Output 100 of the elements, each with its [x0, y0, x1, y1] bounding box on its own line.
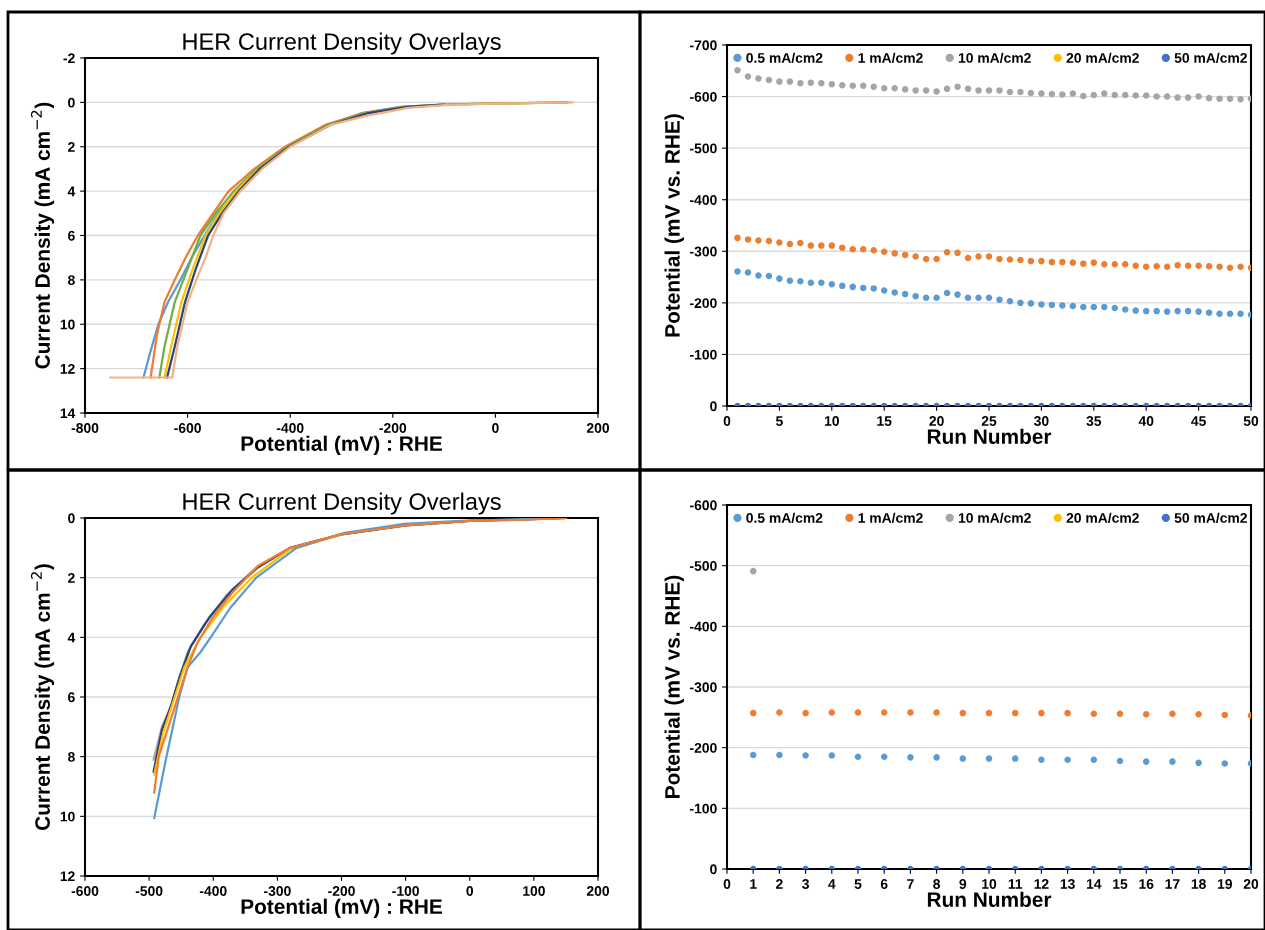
- legend-label: 1 mA/cm2: [858, 512, 923, 523]
- y-tick-label: 2: [68, 573, 75, 583]
- point: [749, 709, 757, 717]
- point: [964, 294, 972, 301]
- point: [859, 284, 867, 292]
- point: [849, 245, 857, 253]
- y-tick-label: -200: [690, 743, 717, 753]
- point: [1059, 91, 1066, 98]
- point: [859, 245, 867, 253]
- x-tick-label: 40: [1138, 416, 1154, 426]
- point: [891, 250, 898, 257]
- point: [1174, 261, 1181, 269]
- point: [1205, 309, 1213, 316]
- point: [907, 754, 914, 761]
- point: [1163, 93, 1171, 100]
- point: [1142, 711, 1150, 718]
- point: [828, 281, 836, 288]
- point: [776, 751, 783, 759]
- point: [943, 85, 951, 93]
- point: [854, 709, 862, 716]
- x-tick-label: 11: [1008, 879, 1023, 889]
- x-tick-label: 6: [880, 879, 888, 889]
- chart-title: HER Current Density Overlays: [183, 492, 501, 515]
- point: [1027, 257, 1035, 265]
- point: [954, 249, 961, 257]
- y-tick-label: 8: [67, 752, 75, 762]
- point: [1153, 307, 1160, 315]
- point: [996, 87, 1003, 94]
- x-tick-label: 5: [854, 879, 862, 889]
- point: [786, 277, 794, 284]
- y-tick-label: 0: [68, 513, 75, 524]
- point: [1221, 760, 1229, 767]
- x-tick-label: 12: [1034, 879, 1049, 889]
- y-tick-label: 14: [60, 408, 76, 419]
- x-tick-label: 0: [723, 416, 731, 426]
- y-tick-label: -100: [690, 349, 717, 360]
- point: [776, 275, 783, 282]
- legend-label: 50 mA/cm2: [1174, 512, 1247, 523]
- y-tick-label: 0: [710, 401, 717, 412]
- x-tick-label: -600: [174, 423, 201, 433]
- point: [1195, 93, 1202, 100]
- point: [959, 755, 967, 762]
- y-axis-title: Potential (mV vs. RHE): [664, 114, 684, 337]
- legend-label: 0.5 mA/cm2: [746, 52, 823, 63]
- point: [901, 86, 909, 93]
- point: [1116, 757, 1124, 765]
- x-tick-label: 14: [1086, 879, 1102, 889]
- point: [828, 80, 836, 88]
- point: [1038, 756, 1045, 764]
- x-tick-label: -500: [135, 886, 163, 896]
- x-tick-label: 50: [1243, 416, 1259, 426]
- point: [807, 242, 815, 249]
- y-tick-label: -600: [690, 91, 717, 102]
- point: [776, 78, 783, 85]
- x-tick-label: 8: [933, 879, 941, 889]
- point: [1059, 302, 1066, 309]
- point: [744, 73, 752, 80]
- point: [1132, 92, 1139, 99]
- point: [901, 251, 909, 259]
- point: [1111, 260, 1119, 268]
- x-tick-label: 5: [775, 416, 783, 426]
- point: [859, 82, 867, 89]
- x-tick-label: -800: [71, 423, 99, 433]
- point: [1237, 95, 1244, 103]
- point: [1101, 303, 1108, 311]
- point: [1195, 308, 1202, 315]
- point: [1101, 90, 1108, 97]
- x-tick-label: 0: [466, 886, 474, 896]
- point: [807, 79, 815, 86]
- y-tick-label: -200: [690, 298, 717, 309]
- point: [1006, 88, 1014, 96]
- y-axis-title: Current Density (mA cm$^{−2}$): [30, 564, 55, 830]
- point: [734, 67, 741, 74]
- point: [797, 239, 804, 247]
- y-tick-label: -600: [690, 500, 717, 511]
- y-tick-label: 12: [60, 363, 75, 374]
- point: [1169, 758, 1176, 765]
- y-tick-label: -400: [690, 195, 717, 205]
- point: [1153, 262, 1160, 270]
- point: [1064, 709, 1071, 717]
- point: [839, 244, 846, 251]
- x-axis-title: Potential (mV) : RHE: [241, 898, 442, 919]
- point: [1163, 308, 1171, 315]
- x-tick-label: 17: [1165, 879, 1180, 889]
- y-tick-label: 4: [67, 186, 76, 197]
- x-axis-title: Run Number: [927, 428, 1052, 444]
- y-tick-label: -300: [690, 682, 717, 693]
- x-axis-title: Potential (mV) : RHE: [241, 435, 442, 456]
- point: [1069, 259, 1077, 266]
- x-tick-label: 10: [824, 416, 839, 426]
- legend-label: 50 mA/cm2: [1174, 52, 1247, 63]
- point: [1237, 263, 1244, 271]
- point: [1226, 264, 1234, 272]
- point: [1226, 310, 1234, 317]
- point: [734, 234, 741, 242]
- point: [1011, 755, 1019, 762]
- x-tick-label: 4: [828, 879, 836, 889]
- x-tick-label: 2: [776, 879, 783, 889]
- point: [1195, 262, 1202, 269]
- point: [1069, 302, 1077, 310]
